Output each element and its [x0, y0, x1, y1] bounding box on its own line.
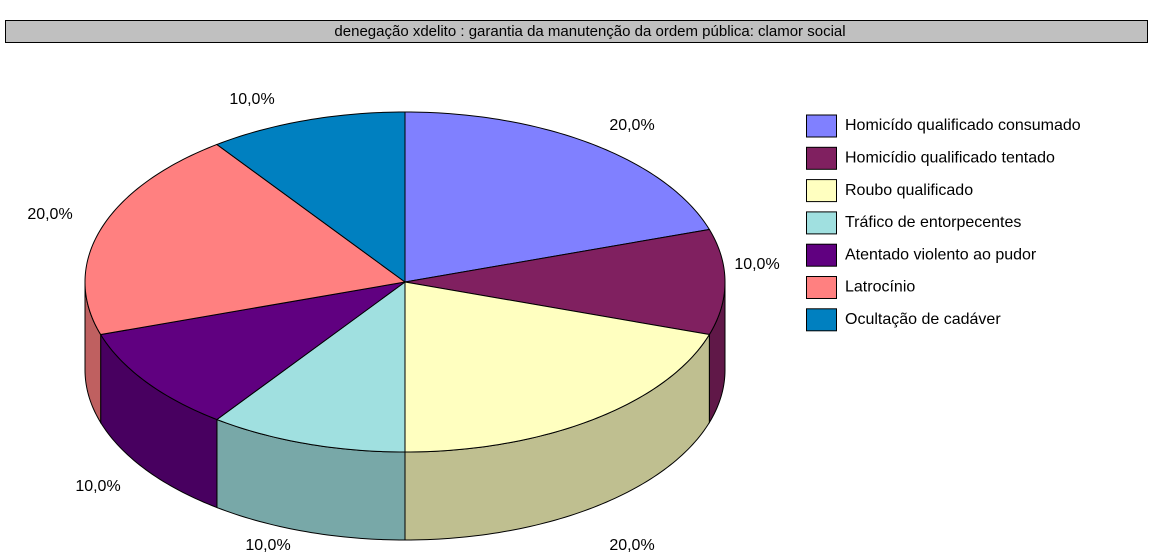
- pie-slice: [404, 111, 711, 283]
- pie-slice: [215, 111, 406, 283]
- data-label: 20,0%: [27, 206, 72, 223]
- data-label: 10,0%: [229, 91, 274, 108]
- pie-slice: [404, 228, 726, 336]
- data-label: 20,0%: [609, 537, 654, 554]
- legend-swatch: [806, 211, 837, 235]
- legend-label: Homicído qualificado consumado: [845, 117, 1081, 134]
- chart-title: denegação xdelito : garantia da manutenç…: [334, 23, 845, 40]
- legend-swatch: [806, 243, 837, 267]
- legend-label: Tráfico de entorpecentes: [845, 214, 1021, 231]
- legend-label: Roubo qualificado: [845, 182, 973, 199]
- legend-label: Atentado violento ao pudor: [845, 246, 1037, 263]
- pie-sides: [84, 281, 726, 541]
- pie-slice: [215, 281, 406, 453]
- pie-slice: [99, 281, 406, 421]
- data-label: 10,0%: [75, 478, 120, 495]
- legend-swatch: [806, 114, 837, 138]
- pie-tops: [84, 111, 726, 453]
- data-label: 20,0%: [609, 117, 654, 134]
- data-label: 10,0%: [734, 256, 779, 273]
- legend-label: Homicídio qualificado tentado: [845, 150, 1055, 167]
- data-label: 10,0%: [245, 537, 290, 554]
- legend-swatch: [806, 179, 837, 203]
- legend-swatch: [806, 276, 837, 299]
- title-bar: [5, 20, 1148, 43]
- legend-swatch: [806, 146, 837, 170]
- legend-label: Latrocínio: [845, 279, 915, 296]
- pie-slice: [84, 143, 407, 336]
- data-labels: 20,0% 10,0% 20,0% 10,0% 10,0% 20,0% 10,0%: [27, 91, 779, 554]
- legend-swatch: [806, 308, 837, 332]
- pie-slice: [404, 281, 711, 453]
- legend-label: Ocultação de cadáver: [845, 311, 1001, 328]
- legend: Homicído qualificado consumado Homicídio …: [806, 114, 1081, 332]
